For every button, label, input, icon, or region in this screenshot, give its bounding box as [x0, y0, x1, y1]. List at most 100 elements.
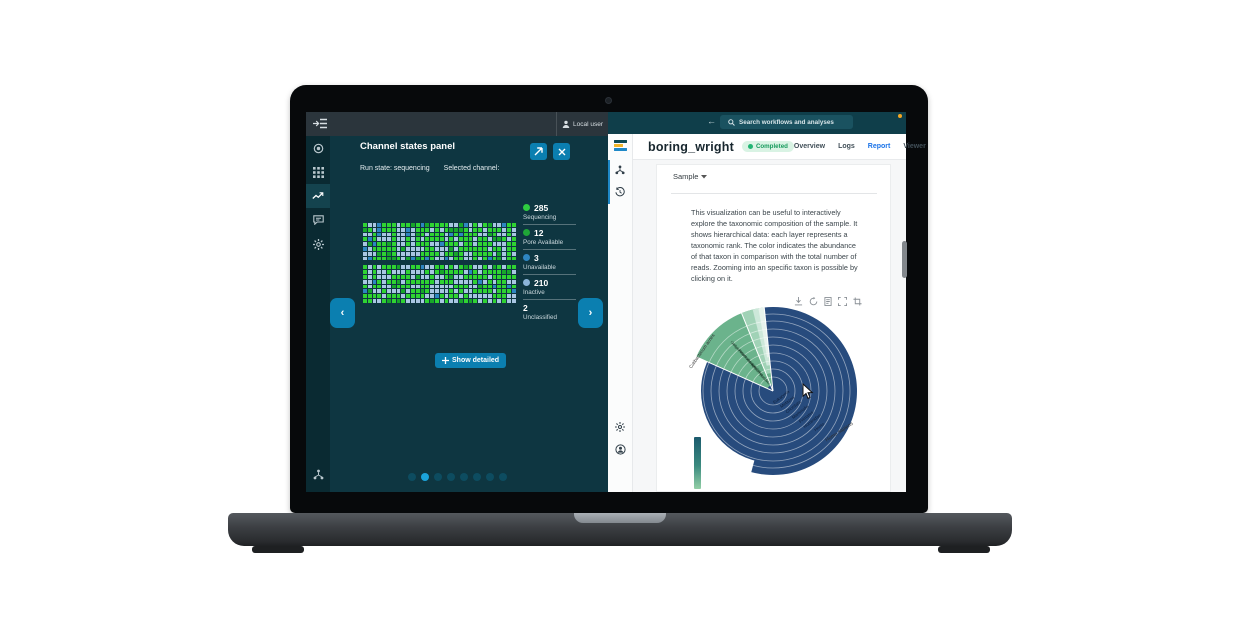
channel-cell[interactable] [444, 242, 449, 246]
channel-cell[interactable] [458, 232, 463, 237]
channel-cell[interactable] [386, 227, 391, 232]
channel-cell[interactable] [420, 265, 425, 270]
channel-cell[interactable] [473, 294, 478, 298]
channel-cell[interactable] [492, 232, 497, 237]
channel-cell[interactable] [444, 251, 449, 256]
channel-cell[interactable] [434, 298, 439, 303]
channel-cell[interactable] [458, 279, 463, 284]
channel-cell[interactable] [386, 294, 391, 298]
channel-cell[interactable] [454, 256, 458, 261]
channel-cell[interactable] [482, 279, 487, 284]
channel-cell[interactable] [444, 279, 449, 284]
channel-cell[interactable] [482, 232, 487, 237]
channel-cell[interactable] [478, 223, 482, 227]
channel-cell[interactable] [382, 246, 386, 251]
channel-cell[interactable] [454, 265, 458, 270]
channel-cell[interactable] [425, 242, 430, 246]
channel-cell[interactable] [502, 279, 506, 284]
channel-cell[interactable] [410, 279, 415, 284]
fullscreen-icon[interactable] [838, 297, 847, 306]
channel-cell[interactable] [367, 265, 372, 270]
channel-cell[interactable] [372, 246, 377, 251]
channel-cell[interactable] [420, 294, 425, 298]
channel-cell[interactable] [502, 265, 506, 270]
channel-cell[interactable] [502, 242, 506, 246]
channel-cell[interactable] [377, 279, 382, 284]
channel-cell[interactable] [377, 256, 382, 261]
channel-cell[interactable] [367, 237, 372, 242]
channel-cell[interactable] [487, 284, 492, 289]
channel-cell[interactable] [386, 284, 391, 289]
channel-cell[interactable] [372, 256, 377, 261]
channel-cell[interactable] [497, 227, 502, 232]
channel-cell[interactable] [363, 242, 367, 246]
channel-cell[interactable] [449, 270, 454, 274]
channel-cell[interactable] [502, 232, 506, 237]
channel-cell[interactable] [415, 265, 420, 270]
channel-cell[interactable] [439, 265, 444, 270]
channel-cell[interactable] [482, 227, 487, 232]
channel-cell[interactable] [430, 298, 434, 303]
channel-cell[interactable] [363, 227, 367, 232]
channel-cell[interactable] [502, 246, 506, 251]
channel-cell[interactable] [478, 256, 482, 261]
channel-cell[interactable] [434, 223, 439, 227]
channel-cell[interactable] [502, 237, 506, 242]
channel-cell[interactable] [367, 223, 372, 227]
channel-cell[interactable] [406, 232, 410, 237]
channel-cell[interactable] [386, 289, 391, 294]
channel-cell[interactable] [449, 265, 454, 270]
channel-cell[interactable] [444, 265, 449, 270]
channel-cell[interactable] [377, 251, 382, 256]
channel-cell[interactable] [492, 294, 497, 298]
channel-cell[interactable] [434, 242, 439, 246]
channel-cell[interactable] [396, 242, 401, 246]
channel-cell[interactable] [386, 279, 391, 284]
channel-cell[interactable] [463, 298, 468, 303]
channel-cell[interactable] [391, 251, 396, 256]
channel-cell[interactable] [406, 274, 410, 279]
channel-cell[interactable] [372, 251, 377, 256]
channel-cell[interactable] [502, 270, 506, 274]
tab-report[interactable]: Report [867, 143, 891, 150]
channel-cell[interactable] [430, 246, 434, 251]
channel-cell[interactable] [458, 284, 463, 289]
channel-cell[interactable] [401, 279, 406, 284]
channel-cell[interactable] [478, 284, 482, 289]
channel-cell[interactable] [463, 256, 468, 261]
channel-cell[interactable] [506, 270, 511, 274]
channel-cell[interactable] [492, 256, 497, 261]
channel-cell[interactable] [391, 270, 396, 274]
channel-cell[interactable] [444, 246, 449, 251]
channel-cell[interactable] [396, 237, 401, 242]
channel-cell[interactable] [492, 265, 497, 270]
channel-cell[interactable] [511, 274, 516, 279]
channel-cell[interactable] [497, 289, 502, 294]
channel-cell[interactable] [367, 289, 372, 294]
channel-cell[interactable] [454, 227, 458, 232]
channel-cell[interactable] [382, 284, 386, 289]
channel-cell[interactable] [439, 246, 444, 251]
channel-cell[interactable] [506, 227, 511, 232]
channel-cell[interactable] [425, 294, 430, 298]
channel-cell[interactable] [406, 265, 410, 270]
channel-cell[interactable] [406, 223, 410, 227]
channel-cell[interactable] [468, 242, 473, 246]
channel-cell[interactable] [454, 279, 458, 284]
channel-cell[interactable] [377, 232, 382, 237]
channel-cell[interactable] [497, 270, 502, 274]
channel-cell[interactable] [363, 223, 367, 227]
channel-cell[interactable] [478, 279, 482, 284]
channel-cell[interactable] [444, 270, 449, 274]
channel-cell[interactable] [454, 251, 458, 256]
channel-cell[interactable] [401, 274, 406, 279]
channel-cell[interactable] [401, 232, 406, 237]
channel-cell[interactable] [454, 289, 458, 294]
channel-cell[interactable] [458, 246, 463, 251]
channel-cell[interactable] [502, 274, 506, 279]
channel-cell[interactable] [468, 274, 473, 279]
channel-cell[interactable] [363, 265, 367, 270]
channel-cell[interactable] [502, 256, 506, 261]
channel-cell[interactable] [454, 294, 458, 298]
channel-cell[interactable] [497, 279, 502, 284]
